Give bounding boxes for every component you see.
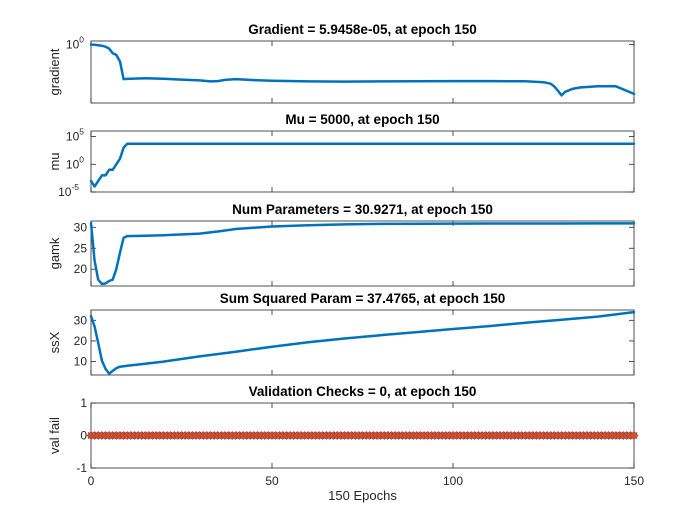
axes-frame — [90, 40, 635, 104]
subplot-title: Sum Squared Param = 37.4765, at epoch 15… — [220, 291, 506, 306]
subplot-title: Num Parameters = 30.9271, at epoch 150 — [232, 202, 493, 217]
y-axis-label: ssX — [47, 331, 62, 353]
x-tick-label: 0 — [88, 474, 95, 488]
y-tick-label: 10 — [74, 355, 88, 369]
axes-frame — [90, 220, 635, 287]
series-line — [89, 310, 636, 375]
y-tick-label: 20 — [74, 334, 88, 348]
val-point-diamond — [629, 431, 639, 440]
y-tick-label: 0 — [80, 429, 87, 443]
x-tick-label: 100 — [443, 474, 463, 488]
y-tick-label: 10-5 — [58, 182, 79, 199]
y-tick-label: 1 — [80, 396, 87, 410]
subplot-3: 20 25 30 Num Parameters = 30.9271, at epoch… — [47, 202, 636, 287]
y-tick-label: 100 — [66, 154, 84, 171]
subplot-title: Gradient = 5.9458e-05, at epoch 150 — [248, 22, 477, 37]
y-axis-label: mu — [47, 152, 62, 170]
y-tick-label: 30 — [74, 313, 88, 327]
x-tick-label: 50 — [265, 474, 279, 488]
series-line — [89, 142, 636, 188]
subplot-2: 10-5 100 105 Mu = 5000, at epoch 150 mu — [47, 112, 636, 199]
y-tick-label: 25 — [74, 241, 88, 255]
y-tick-label: 20 — [74, 262, 88, 276]
subplot-title: Validation Checks = 0, at epoch 150 — [249, 384, 477, 399]
y-axis-label: gamk — [47, 237, 62, 269]
y-tick-label: 100 — [66, 35, 84, 52]
subplot-title: Mu = 5000, at epoch 150 — [285, 112, 439, 127]
x-axis-label: 150 Epochs — [328, 488, 397, 503]
subplot-1: 100 Gradient = 5.9458e-05, at epoch 150 gr… — [47, 22, 636, 104]
y-tick-label: 30 — [74, 220, 88, 234]
x-tick-label: 150 — [624, 474, 644, 488]
axes-frame — [90, 130, 635, 193]
y-tick-label: -1 — [76, 461, 87, 475]
subplot-4: 10 20 30 Sum Squared Param = 37.4765, at ep… — [47, 291, 636, 376]
series-line — [89, 43, 636, 97]
series-line — [89, 221, 636, 286]
y-axis-label: gradient — [47, 48, 62, 95]
y-tick-label: 105 — [66, 127, 84, 144]
y-axis-label: val fail — [47, 417, 62, 454]
